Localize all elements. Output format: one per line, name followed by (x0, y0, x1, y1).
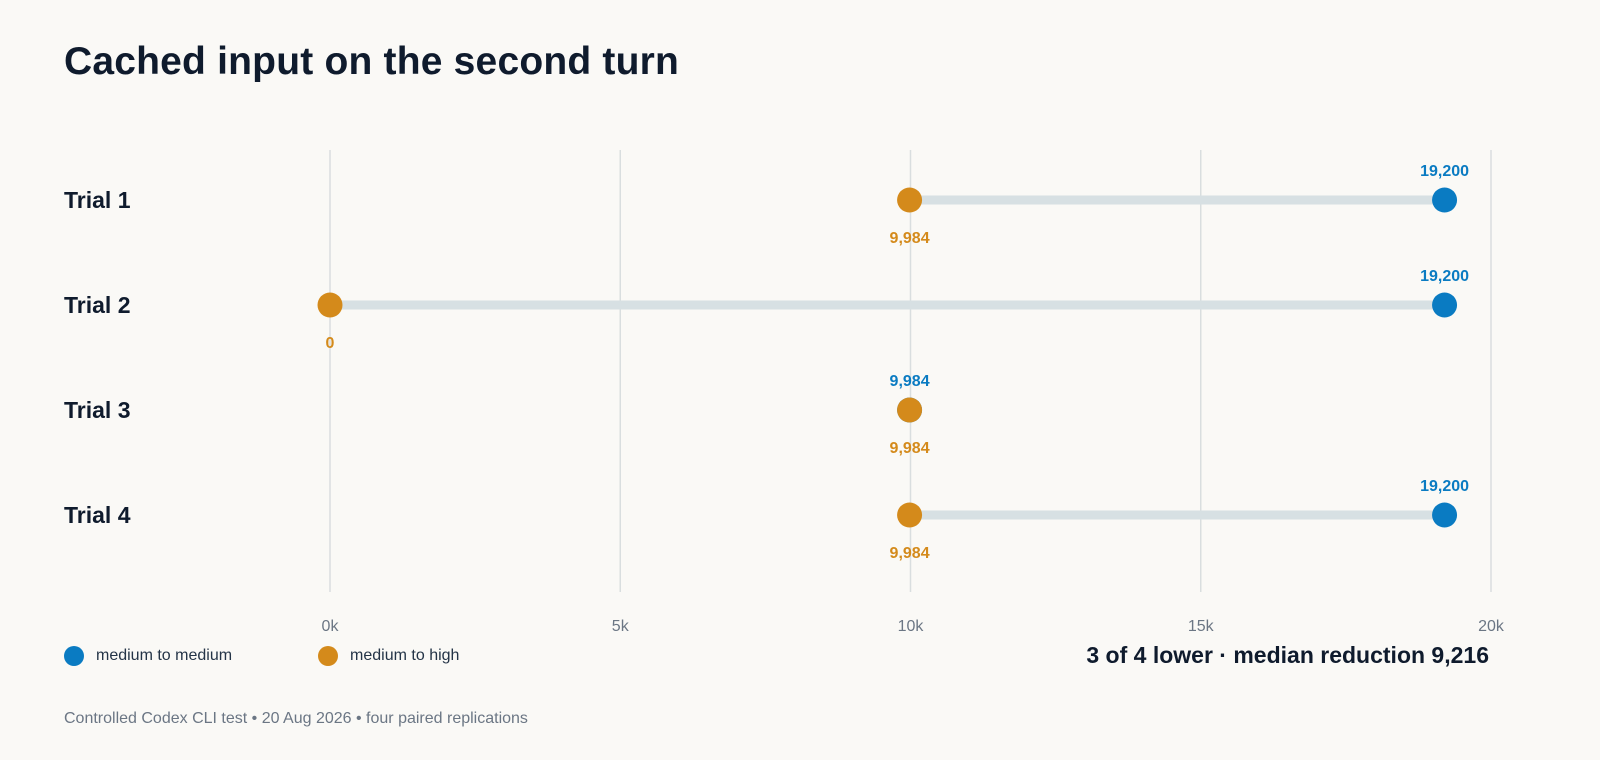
row-label-trial-3: Trial 3 (64, 397, 130, 423)
point-medium-to-medium (1432, 502, 1458, 528)
data-label-medium-to-medium: 19,200 (1420, 268, 1469, 285)
x-tick-label: 10k (898, 618, 925, 635)
legend-label-medium-to-high: medium to high (350, 647, 460, 664)
chart-title: Cached input on the second turn (64, 40, 680, 83)
summary-text: 3 of 4 lower · median reduction 9,216 (1086, 642, 1489, 668)
row-label-trial-1: Trial 1 (64, 187, 131, 213)
x-tick-label: 0k (322, 618, 340, 635)
row-label-trial-4: Trial 4 (64, 502, 131, 528)
legend-swatch-medium-to-medium (64, 646, 84, 666)
row-label-trial-2: Trial 2 (64, 292, 130, 318)
x-tick-label: 20k (1478, 618, 1505, 635)
data-label-medium-to-medium: 9,984 (890, 373, 930, 390)
legend-swatch-medium-to-high (318, 646, 339, 666)
legend-item-medium-to-medium: medium to medium (64, 646, 232, 666)
legend: medium to medium medium to high (64, 646, 459, 666)
footer-note: Controlled Codex CLI test • 20 Aug 2026 … (64, 710, 528, 727)
legend-item-medium-to-high: medium to high (318, 646, 459, 666)
data-label-medium-to-medium: 19,200 (1420, 478, 1469, 495)
legend-label-medium-to-medium: medium to medium (96, 647, 233, 664)
point-medium-to-high (897, 397, 923, 423)
dumbbell-chart: 0k 5k 10k 15k 20k Trial 1 19,200 9,984 Trial 2 19… (64, 150, 1505, 635)
data-label-medium-to-high: 9,984 (890, 440, 930, 457)
point-medium-to-high (317, 292, 343, 318)
point-medium-to-medium (1432, 292, 1458, 318)
point-medium-to-high (897, 187, 923, 213)
data-label-medium-to-high: 9,984 (890, 230, 930, 247)
data-label-medium-to-high: 0 (326, 335, 335, 352)
x-tick-label: 5k (612, 618, 630, 635)
data-label-medium-to-medium: 19,200 (1420, 163, 1469, 180)
point-medium-to-medium (1432, 187, 1458, 213)
x-tick-label: 15k (1188, 618, 1215, 635)
data-label-medium-to-high: 9,984 (890, 545, 930, 562)
point-medium-to-high (897, 502, 923, 528)
